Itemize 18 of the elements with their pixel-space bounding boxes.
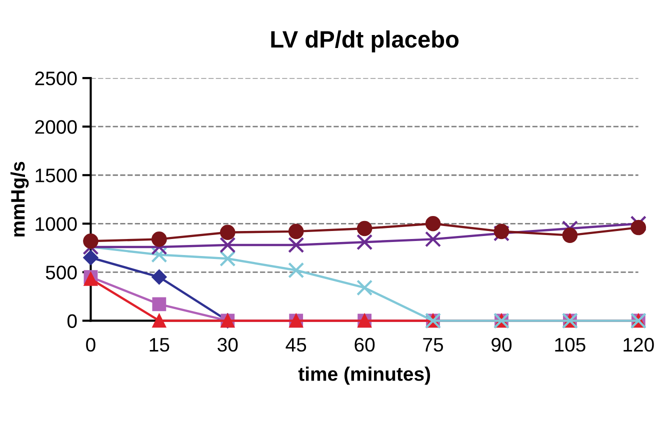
y-tick-label: 500 bbox=[46, 266, 77, 280]
x-tick-label: 105 bbox=[555, 338, 586, 352]
y-tick-label: 0 bbox=[67, 314, 77, 328]
y-tick-label: 1000 bbox=[36, 217, 77, 231]
y-tick-label: 2000 bbox=[35, 120, 77, 134]
chart-title: LV dP/dt placebo bbox=[271, 30, 459, 52]
x-tick-label: 75 bbox=[423, 338, 444, 352]
x-tick-label: 30 bbox=[218, 338, 238, 352]
x-tick-label: 90 bbox=[492, 338, 512, 352]
x-tick-label: 15 bbox=[150, 338, 170, 352]
y-axis-title: mmHg/s bbox=[10, 162, 29, 236]
y-tick-label: 1500 bbox=[36, 168, 77, 182]
x-tick-label: 120 bbox=[624, 338, 654, 352]
x-tick-label: 60 bbox=[354, 338, 375, 352]
x-axis-title: time (minutes) bbox=[298, 366, 430, 385]
x-tick-label: 45 bbox=[286, 338, 306, 352]
x-tick-label: 0 bbox=[86, 338, 96, 352]
y-tick-label: 2500 bbox=[35, 72, 77, 86]
